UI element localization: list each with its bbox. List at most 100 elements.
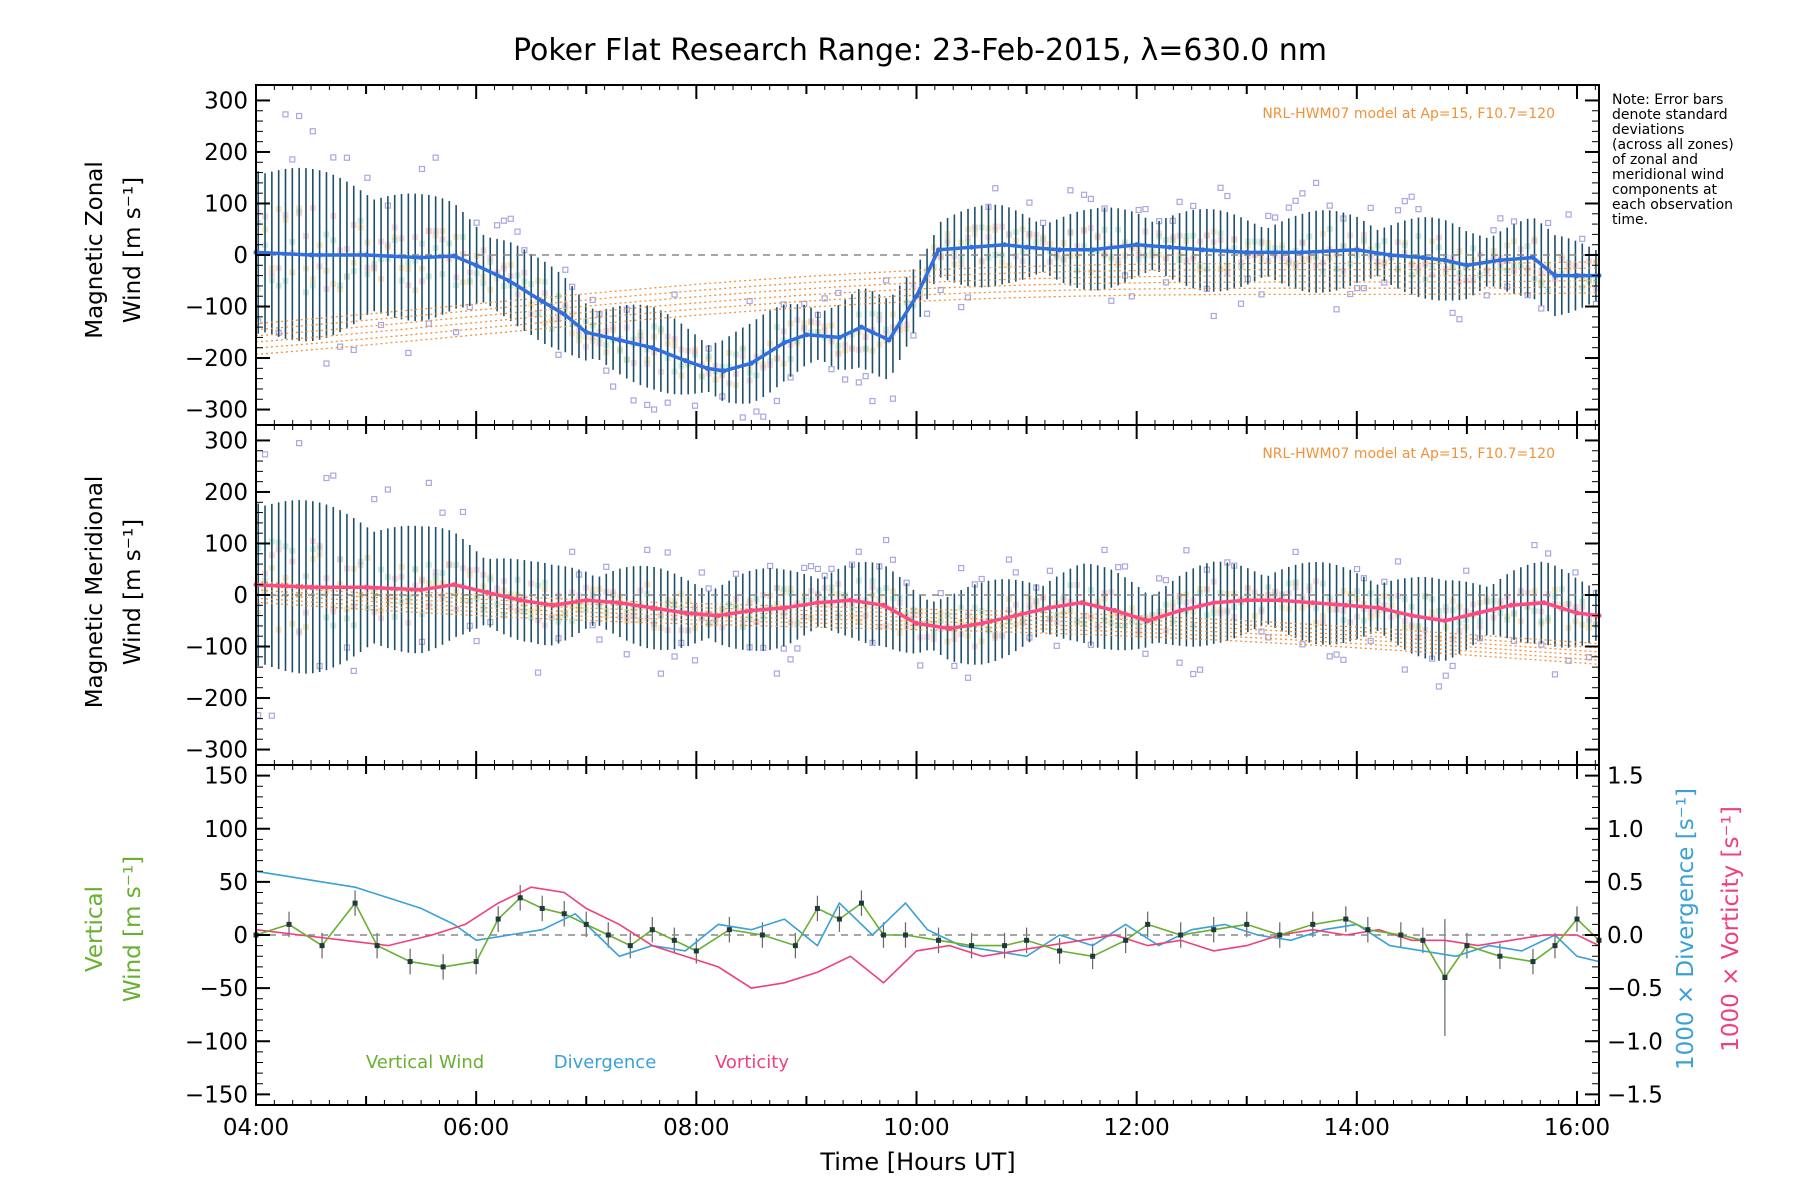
meridional-model-curve bbox=[255, 601, 1600, 665]
zonal-wind-point bbox=[1464, 262, 1470, 268]
zonal-wind-point bbox=[704, 365, 710, 371]
vertical-wind-point bbox=[1497, 953, 1503, 959]
vertical-ytick-label: 50 bbox=[219, 870, 248, 896]
meridional-wind-point bbox=[418, 587, 424, 593]
zonal-ytick-label: 300 bbox=[204, 88, 248, 114]
meridional-wind-point bbox=[748, 607, 754, 613]
meridional-zone-point bbox=[1449, 662, 1456, 670]
vertical-ytick-label: 150 bbox=[204, 764, 248, 790]
meridional-zone-point bbox=[1053, 642, 1060, 649]
right-axis-tick-label: 0.0 bbox=[1607, 923, 1644, 949]
vertical-wind-point bbox=[858, 900, 864, 906]
zonal-wind-point bbox=[1387, 252, 1393, 258]
zonal-zone-point bbox=[507, 215, 514, 222]
zonal-wind-point bbox=[1244, 249, 1250, 255]
meridional-zone-point bbox=[657, 670, 664, 677]
vertical-wind-point bbox=[1464, 943, 1470, 949]
zonal-wind-point bbox=[649, 345, 655, 351]
vertical-ytick-label: 0 bbox=[233, 923, 248, 949]
meridional-zone-point bbox=[1463, 567, 1470, 574]
x-tick-label: 08:00 bbox=[663, 1115, 729, 1141]
meridional-ytick-label: 100 bbox=[204, 531, 248, 557]
vertical-wind-point bbox=[1057, 948, 1063, 954]
zonal-wind-point bbox=[418, 255, 424, 261]
zonal-wind-point bbox=[682, 358, 688, 364]
note-line-8: each observation bbox=[1612, 197, 1733, 213]
zonal-zone-point bbox=[377, 321, 385, 329]
meridional-wind-point bbox=[1013, 613, 1019, 619]
vertical-wind-point bbox=[880, 932, 886, 938]
meridional-zone-point bbox=[350, 667, 357, 674]
zonal-wind-point bbox=[748, 360, 754, 366]
zonal-zone-point bbox=[603, 367, 610, 374]
meridional-wind-point bbox=[947, 625, 953, 631]
ticks-layer: 300 200 100 0 −100 −200 −300 300 200 100 0 −100 −200… bbox=[185, 85, 1663, 1141]
vertical-wind-point bbox=[1211, 927, 1217, 933]
vertical-wind-point bbox=[969, 943, 975, 949]
meridional-zone-point bbox=[964, 674, 972, 681]
zonal-zone-point bbox=[773, 397, 781, 405]
zonal-zone-point bbox=[855, 379, 862, 386]
meridional-model-curve bbox=[255, 593, 1600, 657]
zonal-zone-point bbox=[1142, 205, 1149, 213]
zonal-ytick-label: 200 bbox=[204, 140, 248, 166]
zonal-zone-point bbox=[562, 266, 569, 273]
zonal-zone-point bbox=[473, 219, 480, 226]
x-tick-label: 12:00 bbox=[1104, 1115, 1170, 1141]
vertical-wind-point bbox=[693, 948, 699, 954]
zonal-zone-point bbox=[869, 398, 876, 405]
zonal-model-curve bbox=[255, 261, 1600, 325]
vertical-wind-point bbox=[649, 927, 655, 933]
meridional-wind-point bbox=[1079, 600, 1085, 606]
zonal-wind-point bbox=[1442, 257, 1448, 263]
meridional-ytick-label: 200 bbox=[204, 480, 248, 506]
zonal-zone-point bbox=[1285, 204, 1292, 211]
meridional-wind-point bbox=[913, 620, 919, 626]
zonal-zone-point bbox=[432, 154, 439, 161]
meridional-zone-point bbox=[1292, 548, 1299, 556]
vertical-wind-point bbox=[1343, 916, 1349, 922]
vertical-wind-point bbox=[1530, 959, 1536, 965]
zonal-wind-point bbox=[836, 334, 842, 340]
zonal-zone-point bbox=[1312, 179, 1320, 187]
meridional-wind-point bbox=[451, 582, 457, 588]
meridional-zone-point bbox=[296, 440, 303, 447]
zonal-zone-point bbox=[1490, 227, 1497, 234]
meridional-zone-point bbox=[261, 451, 269, 458]
zonal-zone-point bbox=[691, 402, 699, 409]
meridional-model-curve bbox=[255, 597, 1600, 661]
meridional-model-curve bbox=[255, 589, 1600, 653]
meridional-zone-point bbox=[1162, 577, 1170, 584]
note-line-7: components at bbox=[1612, 182, 1718, 198]
meridional-wind-point bbox=[1046, 605, 1052, 611]
meridional-zone-point bbox=[766, 562, 774, 570]
vertical-wind-point bbox=[1574, 916, 1580, 922]
zonal-wind-point bbox=[1024, 244, 1030, 250]
vertical-wind-point bbox=[671, 937, 677, 943]
zonal-zone-point bbox=[1538, 305, 1545, 312]
zonal-zone-point bbox=[555, 351, 562, 358]
meridional-wind-point bbox=[484, 589, 490, 595]
meridional-zone-point bbox=[917, 662, 924, 669]
zonal-zone-point bbox=[1210, 312, 1217, 320]
meridional-zone-point bbox=[807, 563, 815, 570]
vertical-ylabel-line1: Vertical bbox=[82, 886, 108, 972]
vertical-wind-point bbox=[1277, 932, 1283, 938]
meridional-zone-point bbox=[1005, 556, 1013, 563]
meridional-wind-point bbox=[550, 602, 556, 608]
series-layer bbox=[253, 242, 1602, 989]
zonal-zone-point bbox=[1162, 279, 1170, 286]
zonal-zone-point bbox=[1360, 285, 1367, 292]
meridional-zone-point bbox=[384, 486, 391, 493]
zonal-zone-point bbox=[1333, 306, 1340, 313]
meridional-zone-point bbox=[1115, 564, 1122, 571]
vertical-ytick-label: 100 bbox=[204, 817, 248, 843]
meridional-wind-point bbox=[1409, 613, 1415, 619]
x-tick-label: 16:00 bbox=[1544, 1115, 1610, 1141]
right-axis-tick-label: 0.5 bbox=[1607, 870, 1644, 896]
meridional-zone-point bbox=[569, 548, 576, 555]
meridional-zone-point bbox=[1142, 650, 1149, 657]
zonal-model-label: NRL-HWM07 model at Ap=15, F10.7=120 bbox=[1262, 106, 1555, 122]
zonal-wind-point bbox=[721, 368, 727, 374]
zonal-zone-point bbox=[1265, 212, 1272, 220]
